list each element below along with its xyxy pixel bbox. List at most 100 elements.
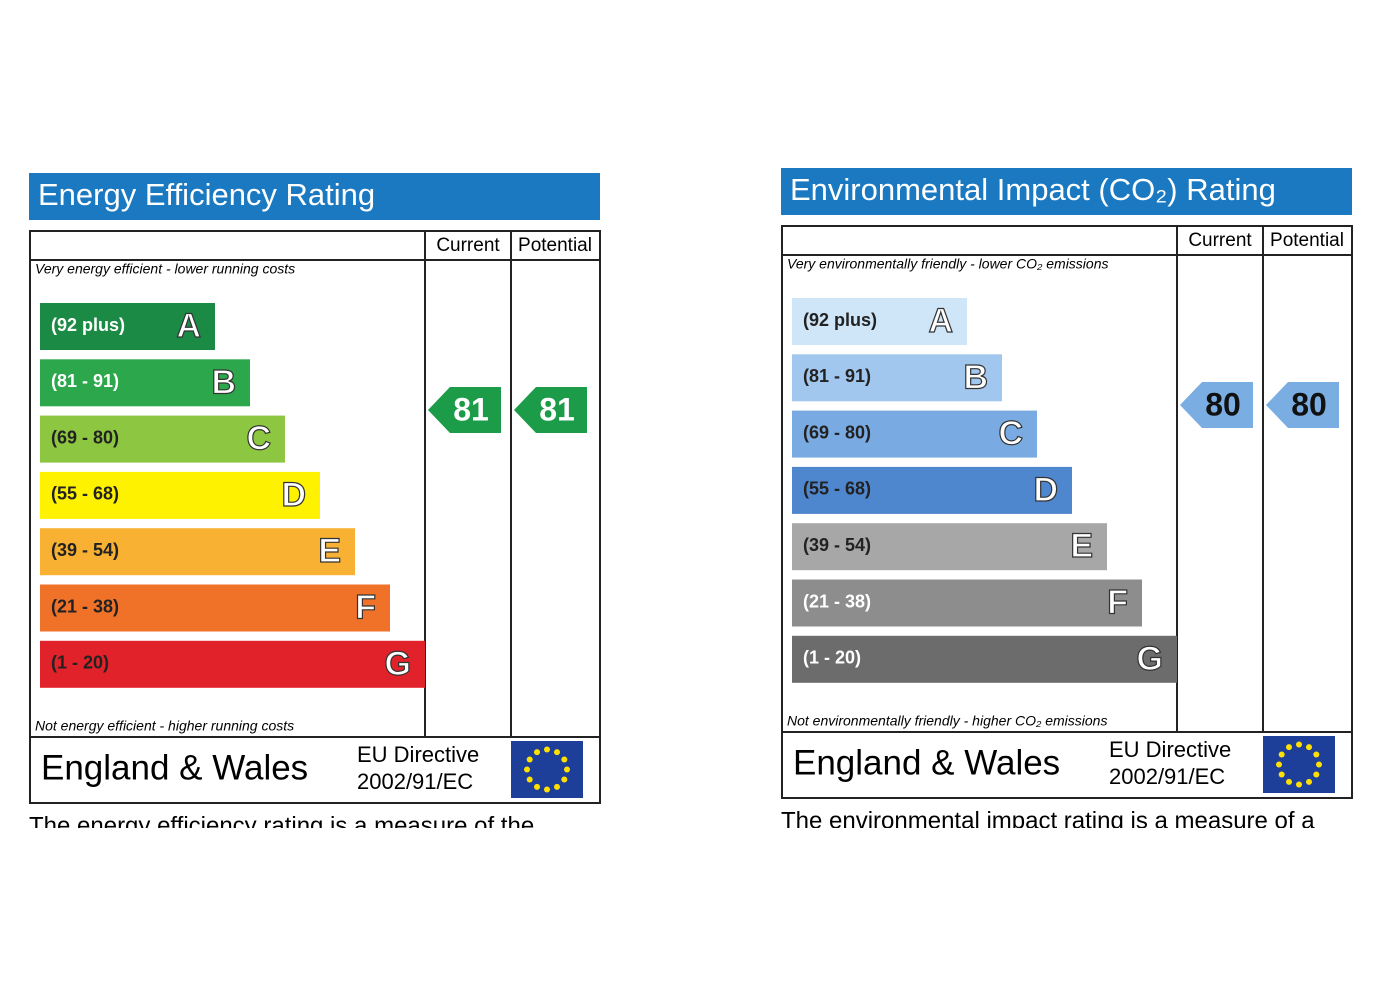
eu-star: [1296, 781, 1302, 788]
rating-value: 81: [453, 391, 489, 427]
column-header: Potential: [1270, 230, 1344, 251]
band-range: (92 plus): [803, 310, 877, 330]
bottom-note: Not environmentally friendly - higher CO…: [787, 713, 1107, 729]
chart-title: Energy Efficiency Rating: [38, 177, 375, 212]
band-letter: B: [211, 363, 236, 401]
band-bar: [792, 466, 1072, 514]
band-range: (1 - 20): [51, 653, 109, 673]
region: England & Wales: [793, 743, 1060, 782]
chart-title: Environmental Impact (CO₂) Rating: [790, 172, 1276, 207]
epc-panel: Environmental Impact (CO₂) Rating Current…: [781, 168, 1353, 799]
eu-star: [534, 783, 540, 790]
band-letter: G: [1137, 640, 1163, 678]
band-letter: D: [281, 476, 306, 514]
eu-star: [1306, 744, 1312, 751]
directive: EU Directive: [1109, 737, 1231, 762]
rating-value: 81: [539, 391, 575, 427]
band-bar: [792, 354, 1002, 402]
band-range: (1 - 20): [803, 648, 861, 668]
band-bar: [40, 359, 250, 407]
band-bar: [40, 471, 320, 519]
eu-star: [561, 776, 568, 783]
band-bar: [792, 579, 1142, 627]
band-letter: F: [355, 588, 376, 626]
band-bar: [40, 303, 215, 350]
eu-star: [526, 776, 533, 783]
band-bar: [792, 298, 967, 345]
caption-clip: The energy efficiency rating is a measur…: [29, 812, 534, 839]
eu-star: [554, 783, 560, 790]
band-bar: [792, 523, 1107, 571]
band-range: (92 plus): [51, 315, 125, 335]
eu-star: [554, 749, 560, 756]
eu-star: [1276, 761, 1282, 768]
eu-star: [561, 756, 568, 763]
band-letter: A: [928, 302, 953, 340]
band-range: (55 - 68): [803, 479, 871, 499]
directive: EU Directive: [357, 742, 479, 767]
eu-star: [1313, 751, 1320, 758]
title-bar: [29, 173, 600, 220]
rating-arrow: [428, 387, 501, 433]
band-range: (69 - 80): [51, 427, 119, 447]
caption: The environmental impact rating is a mea…: [781, 807, 1315, 834]
rating-arrow: [514, 387, 587, 433]
epc-panel: Energy Efficiency Rating Current Potential…: [29, 173, 601, 804]
caption-clip: The environmental impact rating is a mea…: [781, 807, 1315, 834]
frame: [29, 230, 601, 804]
band-letter: E: [318, 532, 341, 570]
eu-star: [544, 786, 550, 793]
eu-star: [544, 746, 550, 753]
band-range: (81 - 91): [51, 371, 119, 391]
rating-arrow: [1266, 382, 1339, 428]
directive: 2002/91/EC: [1109, 764, 1225, 789]
rating-value: 80: [1205, 386, 1241, 422]
band-range: (69 - 80): [803, 422, 871, 442]
band-bar: [40, 640, 425, 688]
column-header: Potential: [518, 235, 592, 256]
eu-star: [1313, 771, 1320, 778]
band-bar: [792, 410, 1037, 458]
band-letter: C: [998, 415, 1023, 453]
eu-star: [564, 766, 570, 773]
band-range: (55 - 68): [51, 484, 119, 504]
band-bar: [792, 635, 1177, 683]
title-bar: [781, 168, 1352, 215]
eu-star: [1286, 744, 1292, 751]
band-letter: D: [1033, 471, 1058, 509]
region: England & Wales: [41, 748, 308, 787]
band-bar: [40, 528, 355, 576]
eu-star: [1278, 771, 1285, 778]
band-range: (81 - 91): [803, 366, 871, 386]
column-header: Current: [1188, 230, 1252, 251]
rating-arrow: [1180, 382, 1253, 428]
eu-star: [1278, 751, 1285, 758]
rating-value: 80: [1291, 386, 1327, 422]
bottom-note: Not energy efficient - higher running co…: [35, 718, 294, 734]
eu-star: [526, 756, 533, 763]
eu-star: [1286, 778, 1292, 785]
eu-star: [524, 766, 530, 773]
band-range: (21 - 38): [51, 596, 119, 616]
band-letter: B: [963, 358, 988, 396]
column-header: Current: [436, 235, 500, 256]
band-range: (39 - 54): [51, 540, 119, 560]
band-bar: [40, 584, 390, 632]
band-range: (39 - 54): [803, 535, 871, 555]
band-bar: [40, 415, 285, 463]
band-letter: F: [1107, 583, 1128, 621]
frame: [781, 225, 1353, 799]
band-range: (21 - 38): [803, 591, 871, 611]
band-letter: A: [176, 307, 201, 345]
directive: 2002/91/EC: [357, 769, 473, 794]
top-note: Very environmentally friendly - lower CO…: [787, 256, 1108, 272]
top-note: Very energy efficient - lower running co…: [35, 261, 295, 277]
eu-star: [1306, 778, 1312, 785]
band-letter: G: [385, 645, 411, 683]
band-letter: E: [1070, 527, 1093, 565]
eu-star: [1316, 761, 1322, 768]
eu-star: [534, 749, 540, 756]
caption: The energy efficiency rating is a measur…: [29, 812, 534, 839]
